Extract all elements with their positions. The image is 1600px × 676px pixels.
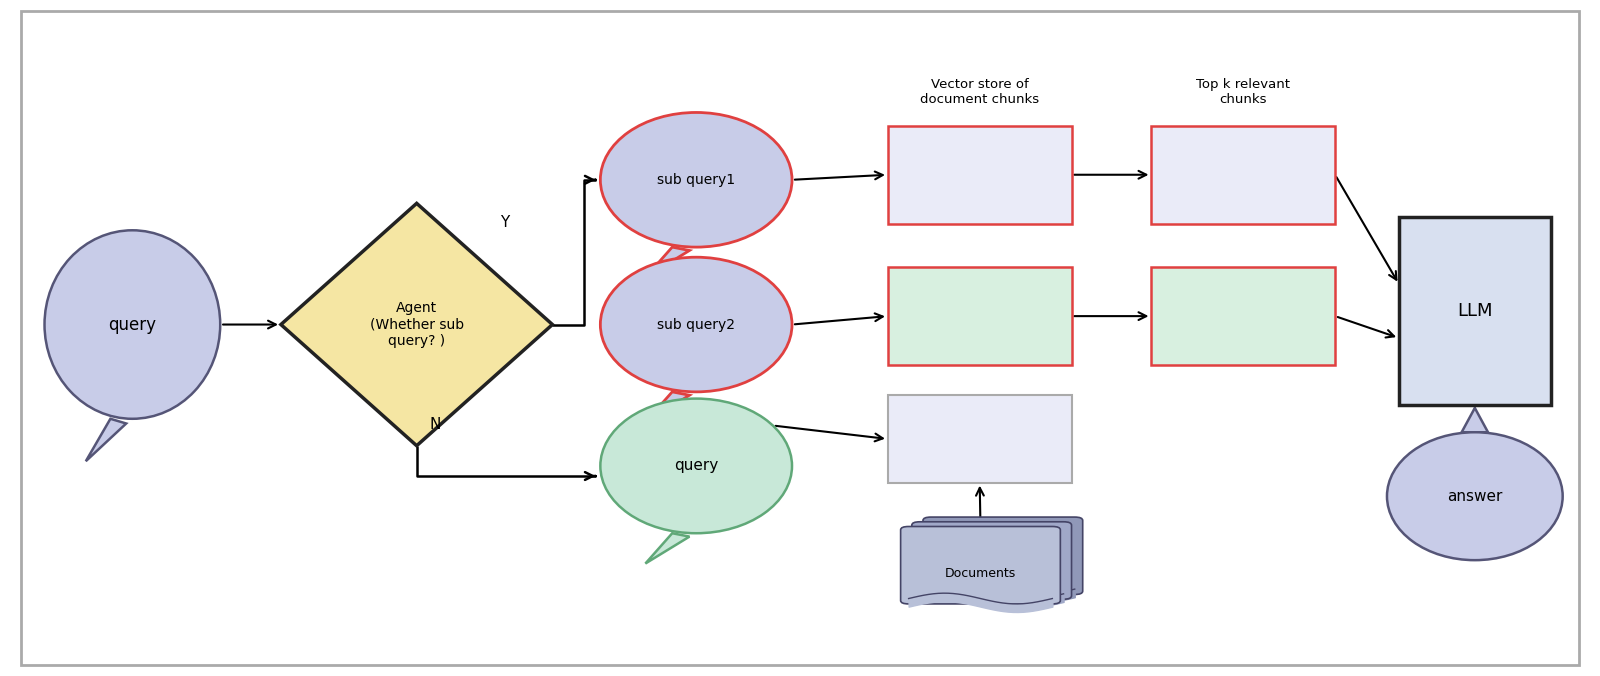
Polygon shape: [1462, 408, 1488, 432]
Ellipse shape: [600, 112, 792, 247]
Text: sub query1: sub query1: [658, 173, 736, 187]
Text: answer: answer: [1446, 489, 1502, 504]
FancyBboxPatch shape: [888, 126, 1072, 224]
Polygon shape: [645, 247, 690, 277]
Polygon shape: [645, 533, 690, 564]
Text: query: query: [109, 316, 157, 333]
Text: sub query2: sub query2: [658, 318, 734, 331]
Text: Vector store of
document chunks: Vector store of document chunks: [920, 78, 1040, 105]
Ellipse shape: [600, 257, 792, 392]
Polygon shape: [645, 392, 690, 422]
Text: N: N: [429, 417, 442, 432]
FancyBboxPatch shape: [888, 267, 1072, 365]
FancyBboxPatch shape: [1398, 217, 1550, 406]
FancyBboxPatch shape: [1152, 267, 1334, 365]
Text: Documents: Documents: [946, 567, 1016, 580]
Text: Agent
(Whether sub
query? ): Agent (Whether sub query? ): [370, 301, 464, 347]
Text: query: query: [674, 458, 718, 473]
Text: Y: Y: [499, 215, 509, 230]
Ellipse shape: [600, 399, 792, 533]
Polygon shape: [86, 419, 126, 461]
Ellipse shape: [45, 231, 221, 419]
FancyBboxPatch shape: [1152, 126, 1334, 224]
FancyBboxPatch shape: [923, 517, 1083, 594]
Text: LLM: LLM: [1458, 302, 1493, 320]
FancyBboxPatch shape: [901, 527, 1061, 604]
Polygon shape: [282, 203, 552, 445]
Text: Top k relevant
chunks: Top k relevant chunks: [1197, 78, 1290, 105]
FancyBboxPatch shape: [888, 395, 1072, 483]
FancyBboxPatch shape: [912, 522, 1072, 599]
Ellipse shape: [1387, 432, 1563, 560]
